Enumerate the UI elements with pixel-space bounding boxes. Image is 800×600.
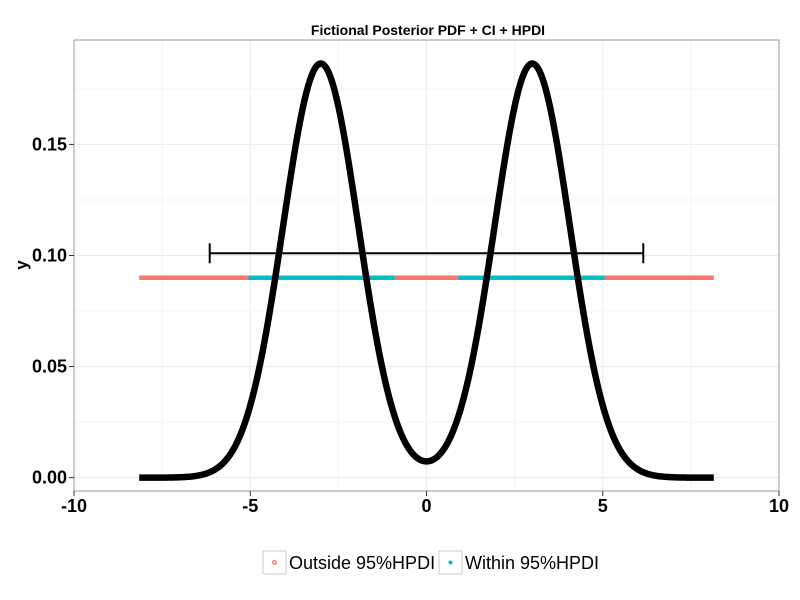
axis-layer: -10 -5 0 5 10 0.00 0.05 0.10 0.15	[32, 134, 789, 516]
legend-key-within-dot	[448, 560, 453, 565]
x-tick-label: -5	[242, 496, 258, 516]
chart-title: Fictional Posterior PDF + CI + HPDI	[311, 22, 545, 38]
legend-label-outside: Outside 95%HPDI	[289, 553, 435, 573]
x-tick-label: -10	[61, 496, 87, 516]
legend-label-within: Within 95%HPDI	[465, 553, 599, 573]
y-axis-title: y	[12, 260, 31, 270]
data-layer	[137, 60, 716, 481]
density-curve	[137, 60, 716, 481]
y-tick-label: 0.15	[32, 134, 67, 154]
legend-key-outside	[262, 550, 287, 575]
y-tick-label: 0.00	[32, 468, 67, 488]
y-tick-label: 0.10	[32, 246, 67, 266]
x-tick-label: 5	[598, 496, 608, 516]
legend: Outside 95%HPDI Within 95%HPDI	[262, 550, 599, 575]
y-tick-label: 0.05	[32, 357, 67, 377]
grid-layer	[73, 40, 780, 491]
x-tick-label: 0	[421, 496, 431, 516]
legend-key-outside-dot	[272, 560, 277, 565]
x-tick-label: 10	[769, 496, 789, 516]
